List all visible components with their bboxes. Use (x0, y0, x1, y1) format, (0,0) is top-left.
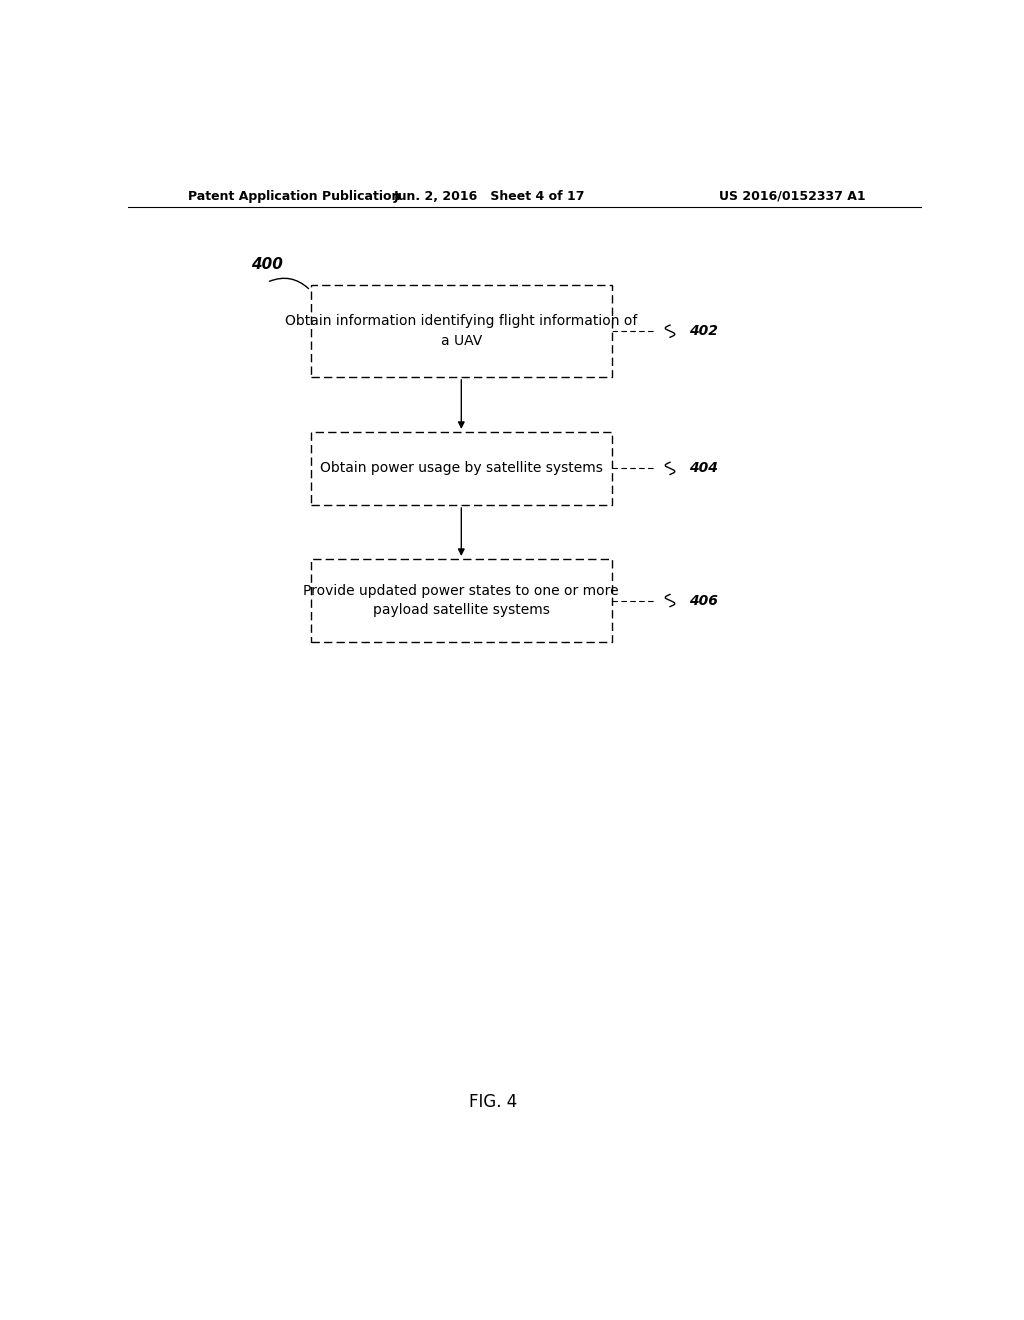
Text: Obtain power usage by satellite systems: Obtain power usage by satellite systems (319, 462, 603, 475)
Text: 400: 400 (251, 256, 283, 272)
Text: FIG. 4: FIG. 4 (469, 1093, 517, 1110)
Text: 402: 402 (689, 325, 718, 338)
Text: Jun. 2, 2016   Sheet 4 of 17: Jun. 2, 2016 Sheet 4 of 17 (393, 190, 585, 202)
Text: Obtain information identifying flight information of
a UAV: Obtain information identifying flight in… (285, 314, 638, 348)
Text: US 2016/0152337 A1: US 2016/0152337 A1 (720, 190, 866, 202)
Bar (310, 558, 612, 643)
Text: Patent Application Publication: Patent Application Publication (187, 190, 400, 202)
Text: 404: 404 (689, 462, 718, 475)
Bar (310, 432, 612, 506)
Text: Provide updated power states to one or more
payload satellite systems: Provide updated power states to one or m… (303, 583, 620, 618)
Bar (310, 285, 612, 378)
Text: 406: 406 (689, 594, 718, 607)
